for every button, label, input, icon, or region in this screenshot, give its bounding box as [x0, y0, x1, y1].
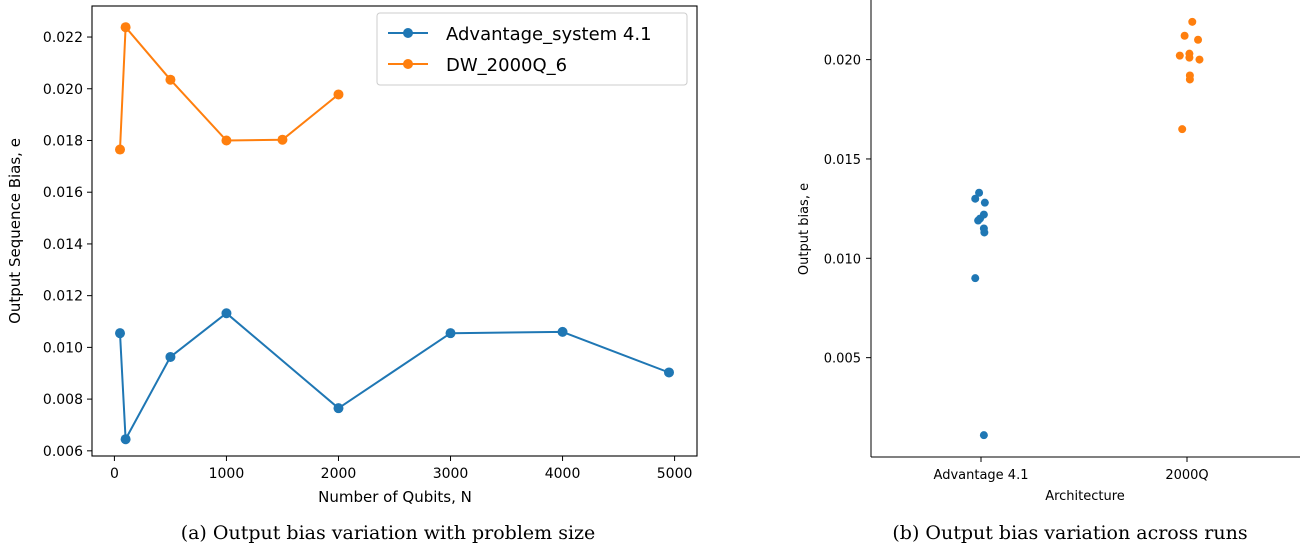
y-tick-label: 0.016 — [43, 185, 83, 201]
chart-b-points — [971, 17, 1204, 440]
legend-frame — [376, 12, 688, 86]
data-point — [120, 22, 131, 33]
data-point — [557, 326, 568, 337]
chart-b-y-axis: 0.005 0.010 0.015 0.020 — [824, 54, 871, 367]
y-tick-label: 0.020 — [43, 82, 83, 98]
data-point — [333, 403, 344, 414]
scatter-point — [1194, 35, 1203, 44]
series-line-0 — [119, 312, 670, 441]
scatter-point — [980, 198, 989, 207]
y-tick-label: 0.015 — [824, 153, 861, 168]
scatter-point — [1185, 53, 1194, 62]
data-point — [165, 74, 176, 85]
y-tick-label: 0.020 — [824, 54, 861, 69]
data-point — [165, 351, 176, 362]
chart-a-legend: Advantage_system 4.1 DW_2000Q_6 — [376, 12, 688, 86]
scatter-point — [974, 216, 983, 225]
x-tick-label: Advantage 4.1 — [934, 468, 1029, 483]
y-tick-label: 0.010 — [43, 340, 83, 356]
chart-a: 0.006 0.008 0.010 0.012 0.014 0.016 0.018 0.020… — [6, 5, 698, 544]
chart-b-caption: (b) Output bias variation across runs — [892, 522, 1247, 544]
scatter-point — [979, 210, 988, 219]
legend-label-advantage: Advantage_system 4.1 — [446, 24, 652, 45]
chart-a-x-axis: 0 1000 2000 3000 4000 5000 — [110, 456, 692, 482]
scatter-point — [1188, 17, 1197, 26]
data-point — [115, 328, 126, 339]
chart-a-series — [115, 22, 674, 445]
x-tick-label: 5000 — [657, 466, 693, 482]
data-point — [115, 144, 126, 155]
legend-marker-advantage — [403, 28, 413, 38]
y-tick-label: 0.014 — [43, 237, 83, 253]
chart-b-y-axis-label: Output bias, e — [797, 183, 812, 275]
scatter-point — [975, 188, 984, 197]
chart-a-y-axis: 0.006 0.008 0.010 0.012 0.014 0.016 0.018 0.020… — [43, 30, 92, 460]
scatter-point — [971, 274, 980, 283]
y-tick-label: 0.012 — [43, 289, 83, 305]
x-tick-label: 4000 — [545, 466, 581, 482]
data-point — [221, 308, 232, 319]
y-tick-label: 0.008 — [43, 392, 83, 408]
chart-b-x-axis: Advantage 4.1 2000Q — [934, 457, 1209, 483]
chart-a-x-axis-label: Number of Qubits, N — [318, 488, 472, 506]
y-tick-label: 0.006 — [43, 444, 83, 460]
x-tick-label: 0 — [110, 466, 119, 482]
scatter-point — [979, 224, 988, 233]
x-tick-label: 1000 — [209, 466, 245, 482]
x-tick-label: 2000Q — [1165, 468, 1208, 483]
data-point — [120, 434, 131, 445]
legend-label-dw2000q: DW_2000Q_6 — [446, 55, 567, 76]
x-tick-label: 3000 — [433, 466, 469, 482]
chart-b-x-axis-label: Architecture — [1045, 489, 1125, 504]
series-line-1 — [119, 26, 340, 150]
scatter-point — [1178, 125, 1187, 134]
scatter-point — [1175, 51, 1184, 60]
scatter-point — [1185, 75, 1194, 84]
x-tick-label: 2000 — [321, 466, 357, 482]
chart-a-y-axis-label: Output Sequence Bias, e — [6, 138, 24, 324]
data-point — [663, 367, 674, 378]
scatter-point — [971, 194, 980, 203]
data-point — [445, 328, 456, 339]
y-tick-label: 0.018 — [43, 133, 83, 149]
legend-marker-dw2000q — [403, 59, 413, 69]
y-tick-label: 0.005 — [824, 352, 861, 367]
data-point — [333, 89, 344, 100]
scatter-point — [979, 431, 988, 440]
scatter-point — [1180, 31, 1189, 40]
data-point — [221, 135, 232, 146]
chart-a-caption: (a) Output bias variation with problem s… — [181, 522, 596, 544]
data-point — [277, 134, 288, 145]
y-tick-label: 0.010 — [824, 252, 861, 267]
chart-a-plot-frame — [91, 5, 698, 457]
scatter-point — [1195, 55, 1204, 64]
y-tick-label: 0.022 — [43, 30, 83, 46]
